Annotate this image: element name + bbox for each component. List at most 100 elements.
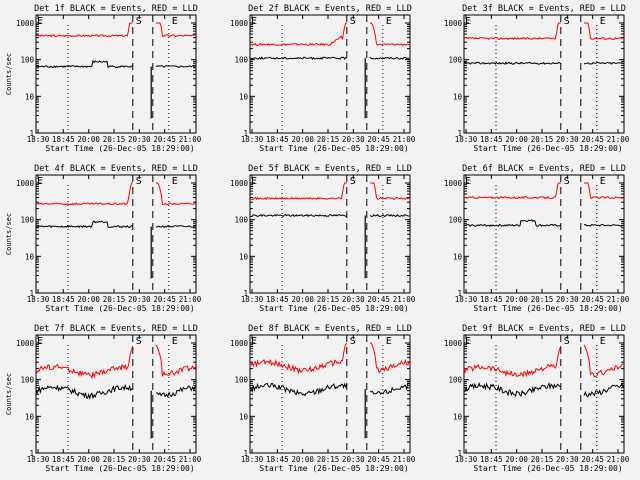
- y-tick-label: 10: [25, 412, 35, 421]
- events-rate-line: [35, 220, 134, 229]
- x-tick-label: 20:15: [531, 455, 554, 464]
- y-tick-label: 100: [234, 376, 248, 385]
- x-axis-label: Start Time (26-Dec-05 18:29:00): [259, 144, 408, 153]
- detector-panel: Det 5f BLACK = Events, RED = LLD Start Ti…: [230, 164, 416, 313]
- y-tick-label: 100: [448, 56, 462, 65]
- x-tick-label: 20:15: [531, 135, 554, 144]
- y-tick-label: 1: [29, 449, 34, 458]
- panel-title: Det 6f BLACK = Events, RED = LLD: [462, 164, 626, 174]
- lld-rate-line: [463, 345, 562, 378]
- lld-rate-line: [584, 182, 624, 200]
- events-rate-line: [583, 223, 624, 227]
- y-tick-label: 100: [20, 216, 34, 225]
- x-tick-label: 18:30: [455, 295, 478, 304]
- marker-label: E: [465, 176, 471, 187]
- panel-title: Det 7f BLACK = Events, RED = LLD: [34, 324, 198, 334]
- x-tick-label: 20:00: [77, 295, 100, 304]
- lld-rate-line: [35, 22, 133, 38]
- marker-label: E: [37, 176, 43, 187]
- events-rate-line: [463, 381, 561, 398]
- panel-title: Det 5f BLACK = Events, RED = LLD: [248, 164, 412, 174]
- x-tick-label: 18:45: [266, 295, 289, 304]
- y-tick-label: 10: [25, 252, 35, 261]
- marker-label: E: [465, 16, 471, 27]
- y-tick-label: 100: [234, 216, 248, 225]
- events-rate-line: [35, 59, 133, 69]
- events-rate-line: [583, 382, 624, 398]
- x-tick-label: 18:30: [27, 135, 50, 144]
- x-tick-label: 20:45: [153, 455, 176, 464]
- panel-title: Det 9f BLACK = Events, RED = LLD: [462, 324, 626, 334]
- detector-panel: Det 8f BLACK = Events, RED = LLD Start Ti…: [230, 324, 416, 473]
- marker-label: E: [386, 336, 392, 347]
- x-tick-label: 20:00: [291, 135, 314, 144]
- y-tick-label: 1000: [230, 19, 249, 28]
- panel-title: Det 8f BLACK = Events, RED = LLD: [248, 324, 412, 334]
- marker-label: S: [564, 16, 570, 27]
- y-tick-label: 1: [29, 289, 34, 298]
- y-tick-label: 10: [25, 92, 35, 101]
- x-tick-label: 20:30: [342, 455, 365, 464]
- marker-label: S: [564, 176, 570, 187]
- x-tick-label: 18:30: [27, 295, 50, 304]
- lld-rate-line: [463, 182, 561, 200]
- y-tick-label: 1: [457, 289, 462, 298]
- x-tick-label: 20:15: [317, 135, 340, 144]
- y-tick-label: 1000: [444, 339, 463, 348]
- x-tick-label: 20:45: [153, 135, 176, 144]
- x-tick-label: 20:00: [505, 455, 528, 464]
- y-tick-label: 1000: [16, 19, 35, 28]
- lld-rate-line: [583, 344, 624, 378]
- lld-rate-line: [584, 22, 624, 40]
- x-tick-label: 20:45: [367, 135, 390, 144]
- x-tick-label: 18:30: [241, 455, 264, 464]
- events-rate-line: [155, 225, 196, 229]
- marker-label: E: [600, 176, 606, 187]
- x-tick-label: 21:00: [179, 135, 202, 144]
- lld-rate-line: [370, 22, 410, 46]
- y-tick-label: 1: [243, 449, 248, 458]
- y-tick-label: 1: [457, 129, 462, 138]
- y-tick-label: 10: [453, 92, 463, 101]
- x-axis-label: Start Time (26-Dec-05 18:29:00): [473, 464, 622, 473]
- x-tick-label: 20:00: [77, 135, 100, 144]
- y-axis-label: Counts/sec: [5, 53, 13, 95]
- marker-label: S: [350, 176, 356, 187]
- marker-label: E: [172, 16, 178, 27]
- x-axis-label: Start Time (26-Dec-05 18:29:00): [45, 464, 194, 473]
- y-tick-label: 10: [239, 412, 249, 421]
- lld-rate-line: [250, 182, 347, 201]
- x-tick-label: 20:30: [342, 295, 365, 304]
- x-tick-label: 20:15: [103, 455, 126, 464]
- events-rate-line: [369, 56, 410, 60]
- plot-frame: [35, 14, 197, 134]
- x-axis-label: Start Time (26-Dec-05 18:29:00): [473, 144, 622, 153]
- plot-frame: [463, 14, 625, 134]
- x-tick-label: 20:00: [291, 295, 314, 304]
- plot-frame: [35, 174, 197, 294]
- marker-label: S: [350, 16, 356, 27]
- y-tick-label: 100: [234, 56, 248, 65]
- x-tick-label: 20:45: [581, 455, 604, 464]
- x-tick-label: 18:45: [480, 455, 503, 464]
- detector-panel: Det 2f BLACK = Events, RED = LLD Start Ti…: [230, 4, 416, 153]
- x-tick-label: 21:00: [607, 135, 630, 144]
- x-tick-label: 21:00: [179, 455, 202, 464]
- events-rate-line: [155, 65, 196, 68]
- x-tick-label: 20:15: [103, 135, 126, 144]
- x-tick-label: 21:00: [393, 295, 416, 304]
- y-tick-label: 1000: [230, 339, 249, 348]
- y-tick-label: 10: [453, 412, 463, 421]
- x-tick-label: 20:30: [342, 135, 365, 144]
- x-tick-label: 18:45: [480, 295, 503, 304]
- y-tick-label: 100: [20, 56, 34, 65]
- x-tick-label: 20:45: [581, 295, 604, 304]
- marker-label: S: [136, 176, 142, 187]
- marker-label: E: [172, 336, 178, 347]
- lld-rate-line: [35, 345, 134, 380]
- lld-rate-line: [249, 342, 348, 375]
- marker-label: E: [251, 16, 257, 27]
- x-tick-label: 20:30: [128, 295, 151, 304]
- x-tick-label: 21:00: [393, 455, 416, 464]
- x-tick-label: 20:30: [556, 295, 579, 304]
